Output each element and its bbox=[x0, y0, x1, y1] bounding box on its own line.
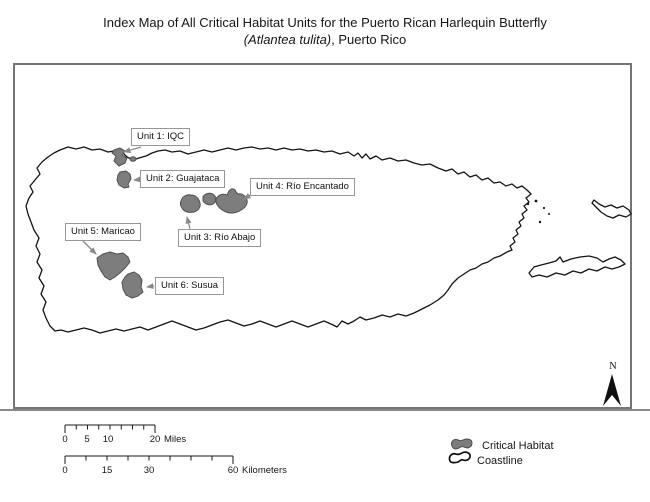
label-unit5-text: Unit 5: Maricao bbox=[71, 226, 135, 237]
label-unit5-maricao: Unit 5: Maricao bbox=[65, 223, 141, 241]
miles-tick-0: 0 bbox=[62, 434, 68, 445]
scalebar-miles-ticks bbox=[64, 424, 156, 433]
label-unit2-guajataca: Unit 2: Guajataca bbox=[140, 170, 226, 188]
miles-unit-label: Miles bbox=[164, 434, 187, 445]
scalebar-km-ticks bbox=[64, 455, 234, 464]
km-tick-15: 15 bbox=[101, 465, 113, 476]
miles-tick-20: 20 bbox=[149, 434, 161, 445]
legend-critical-habitat-label: Critical Habitat bbox=[482, 440, 554, 452]
label-unit4-text: Unit 4: Río Encantado bbox=[256, 181, 349, 192]
miles-tick-5: 5 bbox=[84, 434, 90, 445]
label-unit6-text: Unit 6: Susua bbox=[161, 280, 219, 291]
title-line1: Index Map of All Critical Habitat Units … bbox=[103, 15, 547, 30]
label-unit3-rio-abajo: Unit 3: Río Abajo bbox=[178, 229, 262, 247]
map-title: Index Map of All Critical Habitat Units … bbox=[0, 14, 650, 48]
km-tick-30: 30 bbox=[143, 465, 155, 476]
legend-critical-habitat-icon bbox=[451, 438, 473, 450]
map-frame-bottom-rule bbox=[0, 409, 650, 411]
north-arrow-label: N bbox=[609, 361, 617, 372]
title-line2-suffix: , Puerto Rico bbox=[331, 32, 407, 47]
label-unit1-iqc: Unit 1: IQC bbox=[131, 128, 190, 146]
label-unit2-text: Unit 2: Guajataca bbox=[146, 173, 220, 184]
title-line2: (Atlantea tulita), Puerto Rico bbox=[0, 31, 650, 48]
species-name: (Atlantea tulita) bbox=[243, 32, 332, 47]
km-tick-60: 60 bbox=[227, 465, 239, 476]
label-unit3-text: Unit 3: Río Abajo bbox=[184, 232, 256, 243]
legend-coastline-icon bbox=[448, 451, 471, 464]
label-unit6-susua: Unit 6: Susua bbox=[155, 277, 225, 295]
km-tick-0: 0 bbox=[62, 465, 68, 476]
miles-tick-10: 10 bbox=[102, 434, 114, 445]
legend-coastline-label: Coastline bbox=[477, 455, 523, 467]
km-unit-label: Kilometers bbox=[242, 465, 287, 476]
label-unit1-text: Unit 1: IQC bbox=[137, 131, 184, 142]
label-unit4-rio-encantado: Unit 4: Río Encantado bbox=[250, 178, 355, 196]
